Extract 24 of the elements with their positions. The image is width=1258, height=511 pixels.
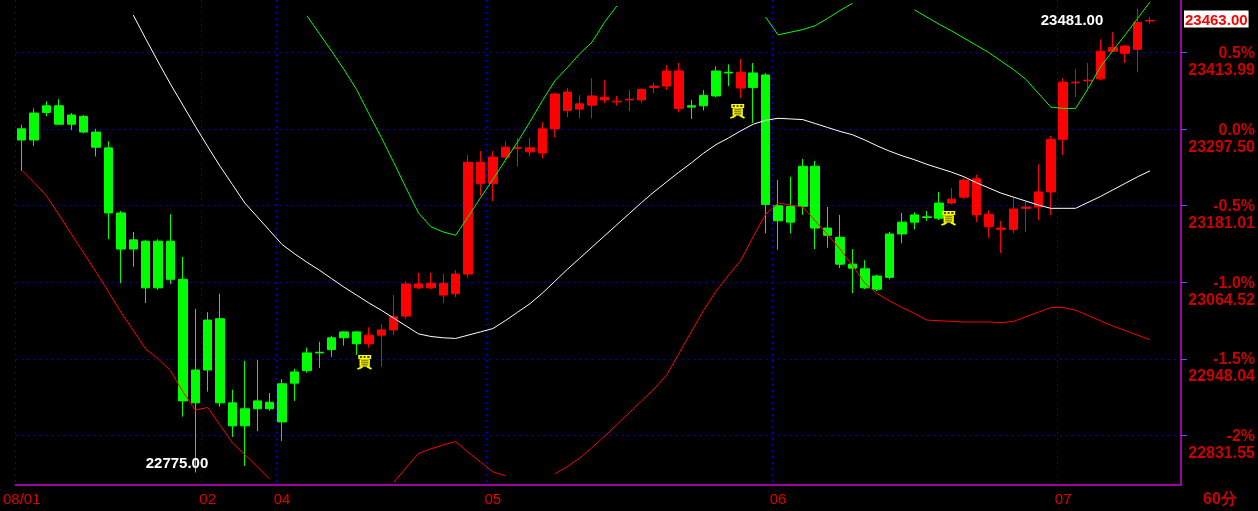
annotation: 買 — [939, 208, 956, 226]
x-tick-label: 08/01 — [2, 490, 41, 507]
y-tick-label: 22948.04 — [1188, 367, 1256, 385]
x-axis-title: 60分 — [1203, 489, 1238, 507]
y2-tick-label: -1.0% — [1213, 273, 1255, 291]
y-tick-label: 23181.01 — [1188, 214, 1256, 232]
annotation: 買 — [355, 352, 372, 370]
annotation: 23481.00 — [1040, 10, 1104, 28]
y-tick-label: 22831.55 — [1188, 443, 1256, 461]
annotation: 買 — [728, 101, 745, 119]
x-tick-label: 05 — [484, 490, 502, 507]
y2-tick-label: -0.5% — [1213, 197, 1255, 215]
y2-tick-label: -1.5% — [1213, 350, 1255, 368]
y2-tick-label: 0.0% — [1218, 120, 1255, 138]
y-tick-label: 23064.52 — [1188, 290, 1256, 308]
x-tick-label: 04 — [273, 490, 291, 507]
text: 23463.00 — [1185, 10, 1248, 28]
y2-tick-label: -2% — [1226, 426, 1255, 444]
x-tick-label: 06 — [769, 490, 787, 507]
y2-tick-label: 0.5% — [1218, 44, 1255, 62]
x-tick-label: 07 — [1054, 490, 1072, 507]
x-tick-label: 02 — [199, 490, 217, 507]
y-tick-label: 23413.99 — [1188, 61, 1256, 79]
y-tick-label: 23297.50 — [1188, 137, 1256, 155]
